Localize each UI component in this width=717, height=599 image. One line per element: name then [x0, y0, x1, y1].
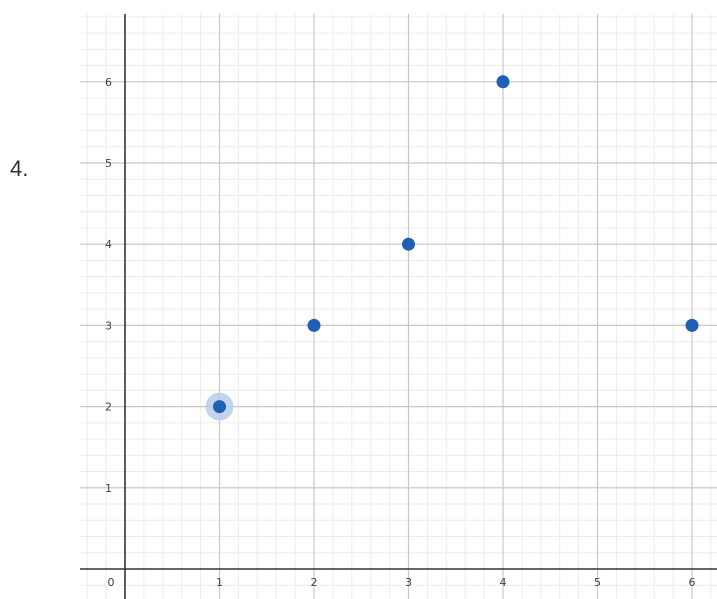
data-point[interactable] [402, 237, 415, 251]
axes [80, 14, 717, 599]
data-point[interactable] [685, 318, 699, 332]
x-tick-label: 0 [108, 576, 115, 589]
data-point[interactable] [496, 75, 510, 89]
problem-number: 4. [10, 156, 29, 181]
y-tick-label: 2 [105, 401, 112, 414]
y-tick-label: 5 [105, 157, 112, 170]
x-tick-label: 4 [500, 576, 507, 589]
y-tick-label: 6 [105, 76, 112, 89]
data-points[interactable] [205, 75, 699, 421]
x-tick-label: 2 [311, 576, 318, 589]
tick-labels: 0 1 2 3 4 5 6 1 2 3 4 5 6 [105, 76, 696, 589]
data-point[interactable] [213, 400, 226, 414]
x-tick-label: 6 [689, 576, 696, 589]
minor-grid [80, 14, 717, 599]
y-tick-label: 4 [105, 238, 112, 251]
y-tick-label: 1 [105, 482, 112, 495]
data-point[interactable] [307, 318, 321, 332]
x-tick-label: 1 [216, 576, 223, 589]
y-tick-label: 3 [105, 319, 112, 332]
x-tick-label: 3 [405, 576, 412, 589]
x-tick-label: 5 [594, 576, 601, 589]
major-grid [80, 14, 717, 599]
